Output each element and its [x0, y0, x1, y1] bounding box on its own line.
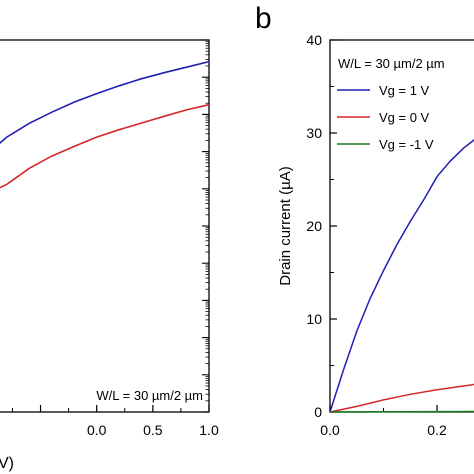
left-series-line [0, 103, 210, 189]
right-y-tick-label: 40 [306, 32, 322, 48]
right-y-tick-label: 20 [306, 218, 322, 234]
left-annotation: W/L = 30 µm/2 µm [96, 388, 203, 403]
left-x-axis-label: V) [0, 455, 14, 472]
legend-entry: Vg = 0 V [337, 110, 430, 125]
left-series-line [0, 60, 210, 145]
right-y-tick-label: 10 [306, 311, 322, 327]
right-series-line [329, 410, 474, 413]
legend-label-vg-neg1: Vg = -1 V [379, 137, 434, 152]
right-y-tick-label: 30 [306, 125, 322, 141]
right-y-tick-label: 0 [314, 404, 322, 420]
left-axis-ticks: 0.0 0.5 1.0 [11, 39, 219, 438]
panel-label-b: b [255, 2, 272, 35]
legend: W/L = 30 µm/2 µm Vg = 1 V Vg = 0 V Vg = … [337, 56, 445, 152]
right-y-axis-label: Drain current (µA) [277, 166, 294, 286]
right-axis-ticks: 0 10 20 30 40 0.0 0.2 [306, 32, 447, 438]
left-x-tick-label: 0.0 [87, 422, 107, 438]
left-series [0, 60, 210, 189]
legend-entry: Vg = 1 V [337, 83, 430, 98]
right-x-tick-label: 0.0 [320, 422, 340, 438]
right-series-line [329, 139, 474, 413]
right-series-line [329, 383, 474, 413]
legend-label-vg-0: Vg = 0 V [379, 110, 430, 125]
right-series [329, 139, 474, 413]
left-panel: 0.0 0.5 1.0 W/L = 30 µm/2 µm V) [0, 39, 219, 472]
left-x-tick-label: 1.0 [199, 422, 219, 438]
legend-title: W/L = 30 µm/2 µm [338, 56, 445, 71]
left-x-tick-label: 0.5 [143, 422, 163, 438]
right-x-tick-label: 0.2 [427, 422, 447, 438]
right-panel: b Drain current (µA) 0 10 20 30 40 0.0 0.2 W/L… [255, 2, 474, 438]
legend-entry: Vg = -1 V [337, 137, 434, 152]
legend-label-vg-1: Vg = 1 V [379, 83, 430, 98]
left-plot-frame [0, 39, 210, 413]
